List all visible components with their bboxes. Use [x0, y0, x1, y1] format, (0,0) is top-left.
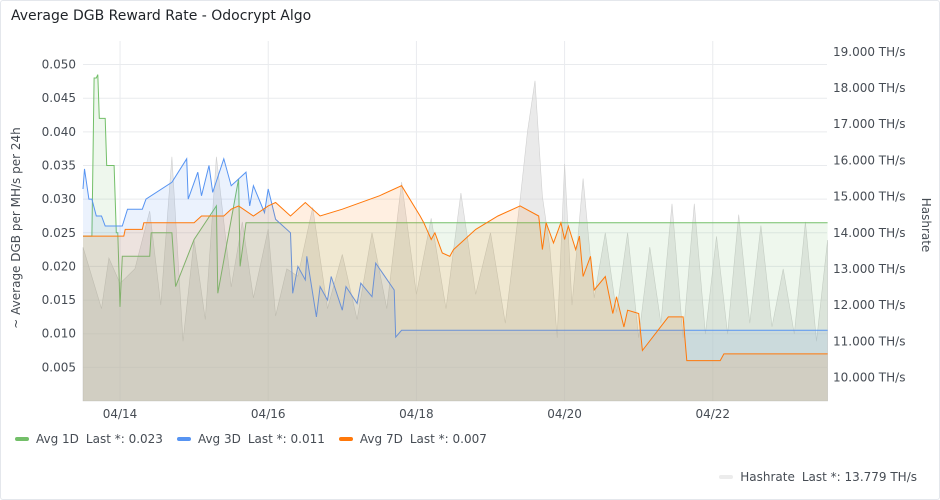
legend-swatch: [15, 437, 29, 441]
series-line-avg-7d: [83, 185, 828, 362]
y2-tick-label: 13.000 TH/s: [833, 262, 905, 276]
y2-tick-label: 12.000 TH/s: [833, 298, 905, 312]
y2-tick-label: 14.000 TH/s: [833, 226, 905, 240]
y2-tick-label: 15.000 TH/s: [833, 190, 905, 204]
y2-tick-label: 11.000 TH/s: [833, 334, 905, 348]
reward-series: [82, 74, 828, 401]
x-tick-label: 04/16: [251, 407, 286, 421]
legend-item-avg-3d[interactable]: Avg 3D Last *: 0.011: [176, 432, 325, 446]
y-tick-label: 0.040: [42, 125, 76, 139]
y2-tick-label: 16.000 TH/s: [833, 153, 905, 167]
legend-swatch: [719, 475, 734, 479]
reward-rate-chart: 0.005 0.010 0.015 0.020 0.025 0.030 0.035 0.040…: [9, 41, 933, 421]
y2-tick-label: 10.000 TH/s: [833, 370, 905, 384]
y-tick-label: 0.005: [42, 360, 76, 374]
x-tick-label: 04/18: [399, 407, 434, 421]
x-tick-label: 04/22: [695, 407, 730, 421]
legend-item-hashrate[interactable]: Hashrate Last *: 13.779 TH/s: [719, 470, 917, 484]
left-axis-title: ~ Average DGB per MH/s per 24h: [9, 127, 23, 328]
legend-item-avg-7d[interactable]: Avg 7D Last *: 0.007: [338, 432, 487, 446]
left-axis: 0.005 0.010 0.015 0.020 0.025 0.030 0.035 0.040…: [42, 58, 76, 375]
x-axis: 04/14 04/16 04/18 04/20 04/22: [103, 407, 730, 421]
legend-swatch: [338, 437, 353, 441]
y2-tick-label: 18.000 TH/s: [833, 81, 905, 95]
right-axis-title: Hashrate: [919, 198, 933, 253]
legend-swatch: [176, 437, 191, 441]
series-area-avg-1d: [83, 74, 828, 401]
legend-stat: Last *: 0.011: [247, 432, 325, 446]
y-tick-label: 0.050: [42, 58, 76, 72]
y2-tick-label: 17.000 TH/s: [833, 117, 905, 131]
y-tick-label: 0.035: [42, 158, 76, 172]
y-tick-label: 0.010: [42, 327, 76, 341]
legend-label: Avg 7D: [359, 432, 403, 446]
series-area-hashrate: [82, 80, 828, 402]
y-tick-label: 0.045: [42, 91, 76, 105]
legend-stat: Last *: 0.023: [85, 432, 163, 446]
legend-label: Avg 3D: [197, 432, 241, 446]
y-tick-label: 0.025: [42, 226, 76, 240]
x-tick-label: 04/20: [547, 407, 582, 421]
hashrate-series: [82, 80, 828, 402]
series-line-avg-1d: [83, 74, 828, 307]
legend: Avg 1D Last *: 0.023 Avg 3D Last *: 0.01…: [15, 432, 487, 446]
y-tick-label: 0.030: [42, 192, 76, 206]
y-tick-label: 0.015: [42, 293, 76, 307]
series-area-avg-7d: [83, 185, 828, 401]
legend-label: Avg 1D: [36, 432, 79, 446]
y-tick-label: 0.020: [42, 259, 76, 273]
legend-label: Hashrate: [740, 470, 795, 484]
x-tick-label: 04/14: [103, 407, 138, 421]
panel-title[interactable]: Average DGB Reward Rate - Odocrypt Algo: [11, 8, 312, 24]
legend-item-avg-1d[interactable]: Avg 1D Last *: 0.023: [15, 432, 163, 446]
legend-stat: Last *: 0.007: [409, 432, 487, 446]
right-axis: 10.000 TH/s 11.000 TH/s 12.000 TH/s 13.000 …: [833, 45, 905, 385]
y2-tick-label: 19.000 TH/s: [833, 45, 905, 59]
legend-stat: Last *: 13.779 TH/s: [801, 470, 917, 484]
series-line-avg-3d: [82, 157, 828, 339]
